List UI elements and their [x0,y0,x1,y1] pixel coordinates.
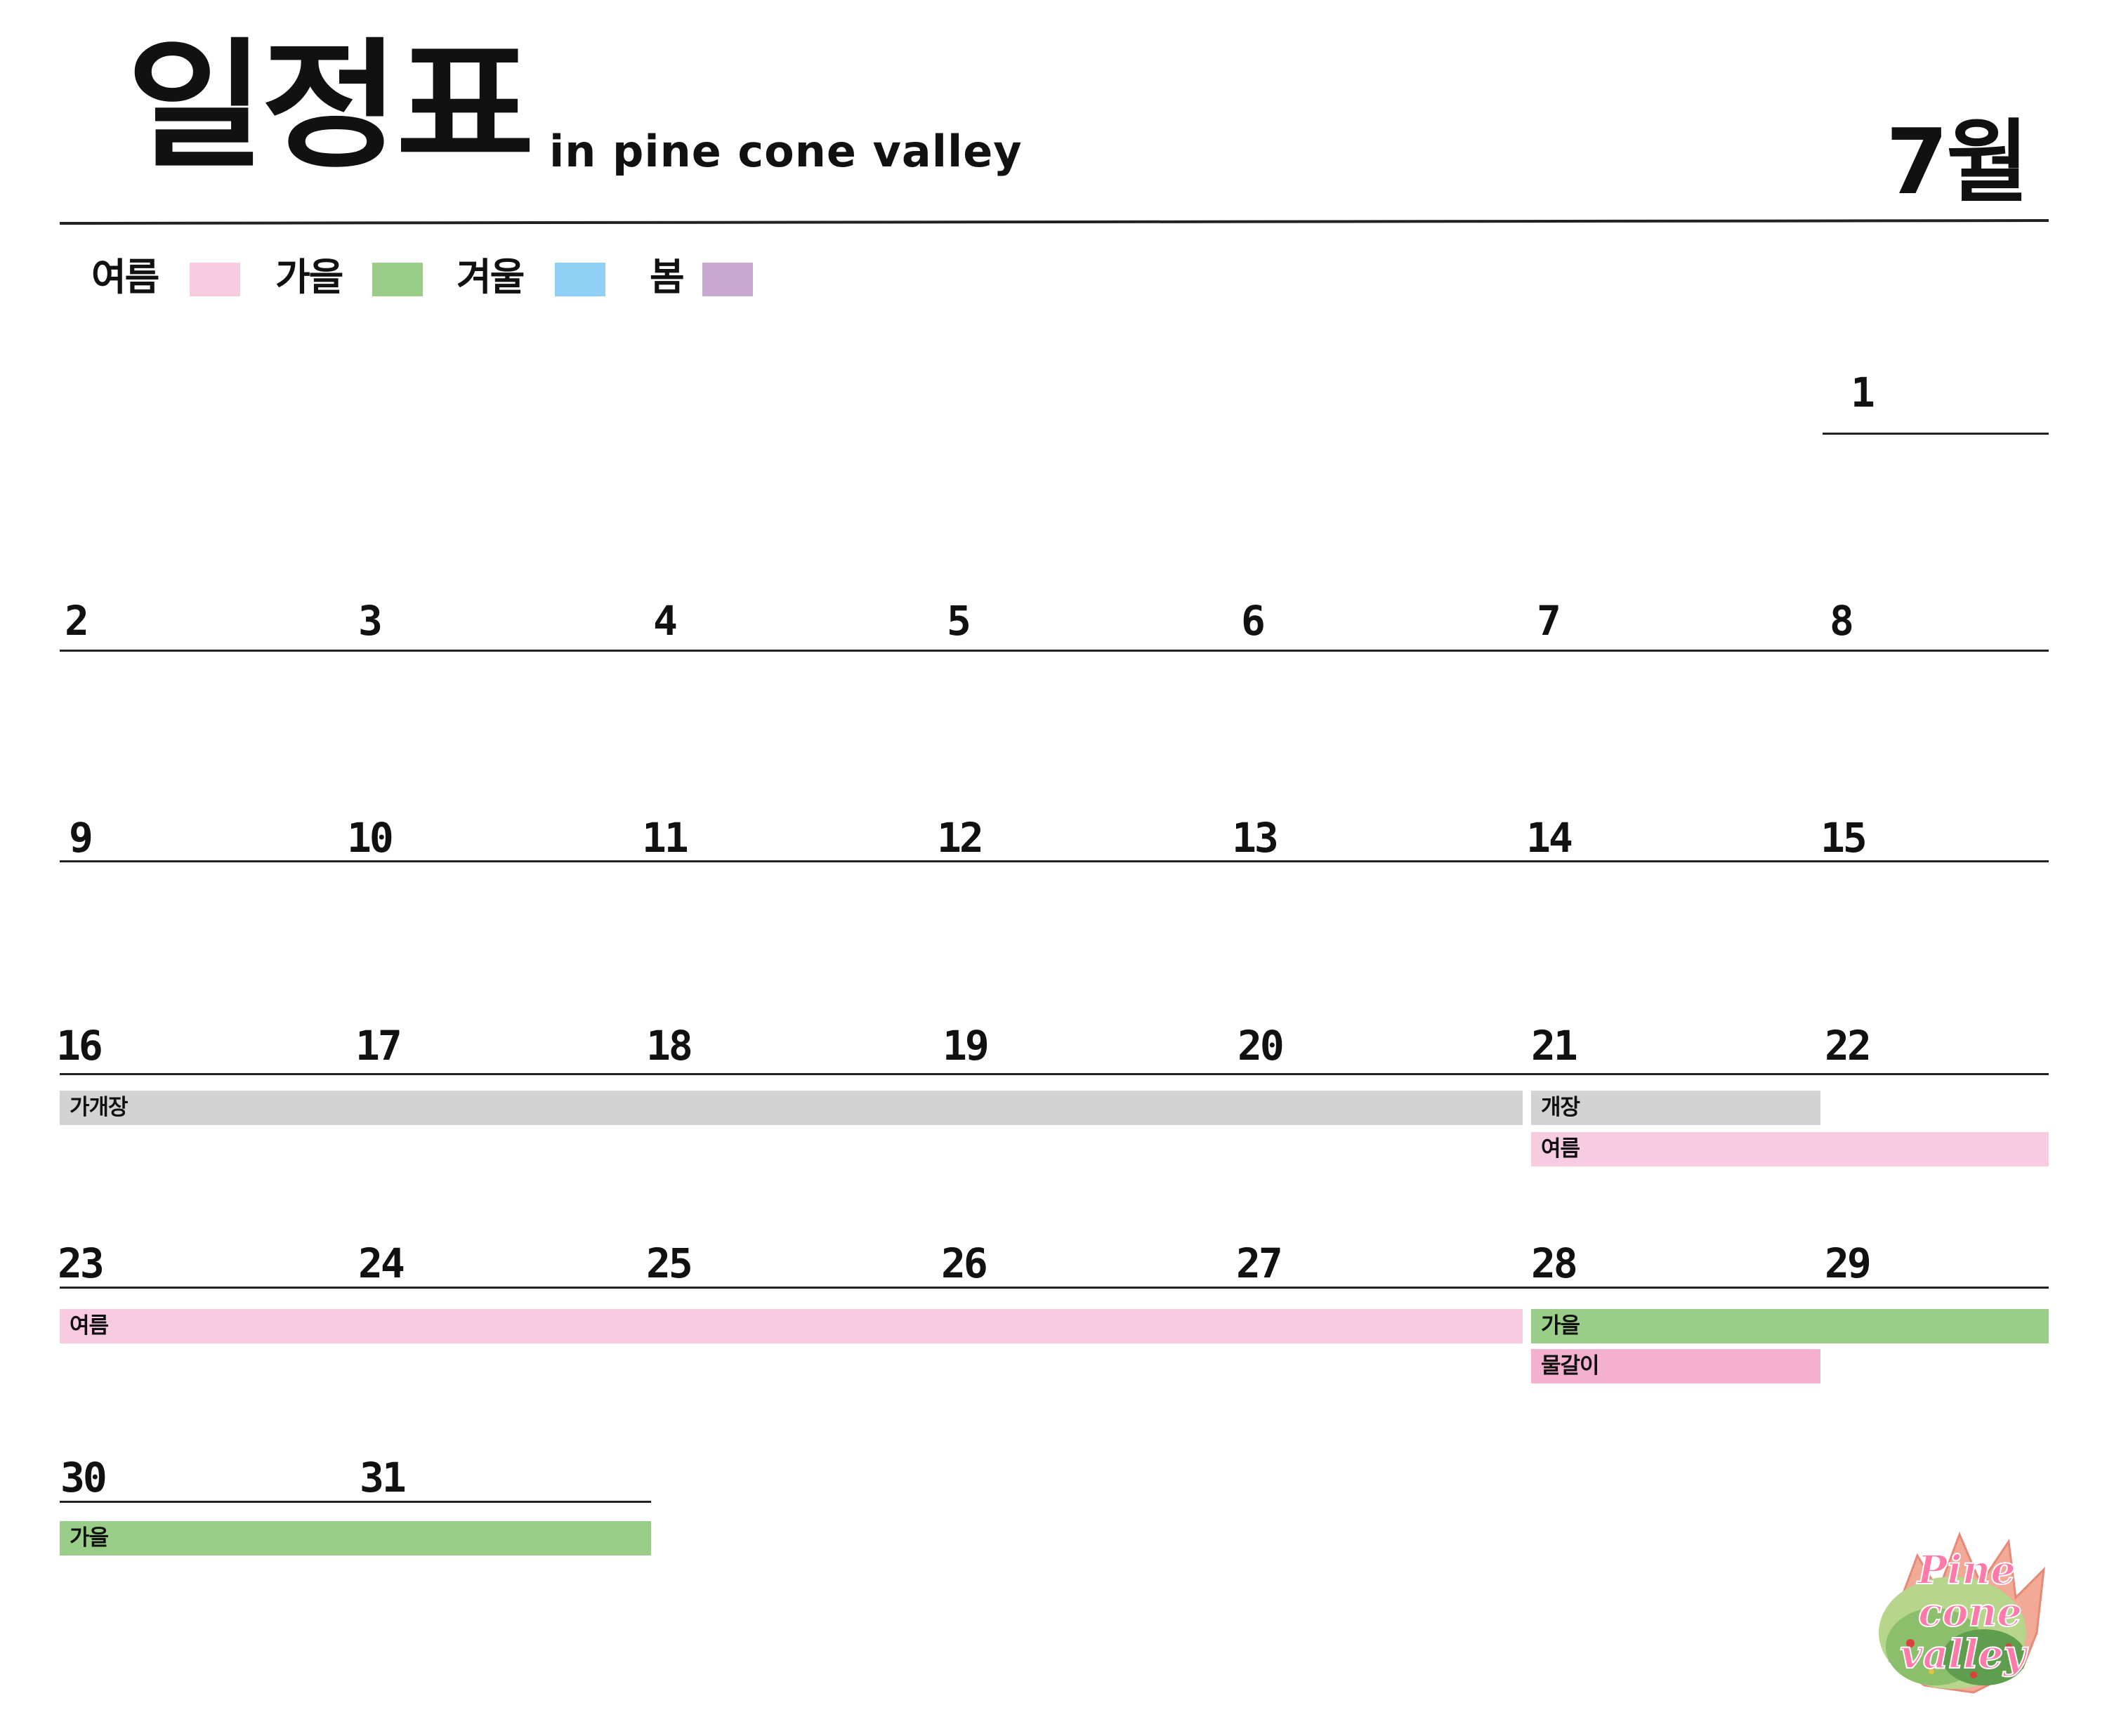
day-9[interactable]: 9 [69,814,93,862]
logo-line3: valley [1900,1631,2028,1678]
page-subtitle: in pine cone valley [549,126,1023,177]
logo-line2: cone [1918,1589,2022,1636]
day-23[interactable]: 23 [58,1239,105,1287]
event-bar-water-change[interactable]: 물갈이 [1531,1349,1820,1383]
day-13[interactable]: 13 [1232,814,1279,862]
day-2[interactable]: 2 [65,597,89,645]
day-31[interactable]: 31 [360,1454,407,1501]
event-label: 개장 [1541,1095,1580,1120]
day-24[interactable]: 24 [358,1239,405,1287]
legend-swatch-spring [702,263,753,296]
page-title: 일정표 [126,25,534,188]
event-label: 여름 [1541,1136,1580,1162]
day-27[interactable]: 27 [1236,1239,1283,1287]
event-label: 여름 [70,1313,109,1339]
day-11[interactable]: 11 [642,814,689,862]
event-label: 가을 [70,1525,109,1551]
legend-label-spring: 봄 [650,255,685,299]
day-30[interactable]: 30 [60,1454,107,1501]
day-3[interactable]: 3 [358,597,383,645]
day-10[interactable]: 10 [347,814,394,862]
event-bar-summer[interactable]: 여름 [1531,1132,2049,1166]
week-rule [60,1287,2049,1289]
header-divider [60,219,2049,225]
legend-swatch-autumn [372,263,423,296]
day-21[interactable]: 21 [1531,1022,1578,1070]
day-29[interactable]: 29 [1825,1239,1872,1287]
logo-line1: Pine [1916,1547,2016,1593]
day-26[interactable]: 26 [941,1239,988,1287]
event-bar-preopening[interactable]: 가개장 [60,1091,1523,1125]
week-rule [60,860,2049,862]
day-22[interactable]: 22 [1825,1022,1872,1070]
legend-swatch-winter [555,263,605,296]
day-12[interactable]: 12 [937,814,984,862]
legend-swatch-summer [190,263,240,296]
week-rule [1823,433,2049,435]
event-label: 가을 [1541,1313,1580,1339]
legend-label-summer: 여름 [91,255,159,299]
week-rule [60,1501,651,1503]
day-15[interactable]: 15 [1820,814,1868,862]
day-5[interactable]: 5 [947,597,971,645]
week-rule [60,650,2049,652]
day-17[interactable]: 17 [355,1022,402,1070]
event-label: 가개장 [70,1095,129,1120]
day-25[interactable]: 25 [646,1239,693,1287]
day-6[interactable]: 6 [1241,597,1266,645]
legend-label-autumn: 가을 [275,255,343,299]
event-bar-summer[interactable]: 여름 [60,1309,1523,1343]
day-19[interactable]: 19 [943,1022,990,1070]
event-bar-autumn[interactable]: 가을 [1531,1309,2049,1343]
day-8[interactable]: 8 [1830,597,1854,645]
day-20[interactable]: 20 [1238,1022,1285,1070]
day-18[interactable]: 18 [646,1022,693,1070]
day-1[interactable]: 1 [1851,369,1875,416]
day-14[interactable]: 14 [1526,814,1573,862]
day-16[interactable]: 16 [56,1022,103,1070]
month-label: 7월 [1886,110,2029,215]
event-bar-autumn[interactable]: 가을 [60,1521,651,1556]
day-4[interactable]: 4 [653,597,678,645]
pine-cone-valley-logo: Pine cone valley [1879,1531,2045,1694]
event-label: 물갈이 [1541,1353,1600,1379]
event-bar-opening[interactable]: 개장 [1531,1091,1820,1125]
day-28[interactable]: 28 [1531,1239,1578,1287]
day-7[interactable]: 7 [1537,597,1561,645]
week-rule [60,1073,2049,1075]
legend-label-winter: 겨울 [457,255,525,299]
